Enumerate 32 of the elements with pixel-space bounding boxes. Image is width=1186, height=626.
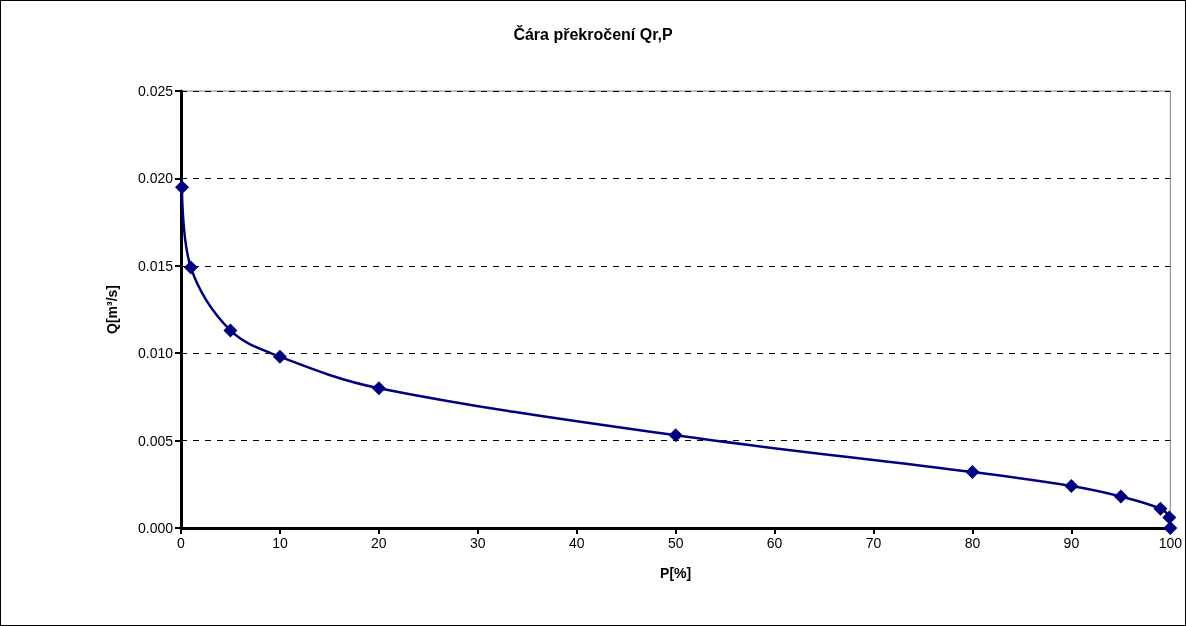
x-axis-title: P[%] [660,565,692,581]
y-tick-label: 0.005 [137,432,174,449]
point [371,381,386,396]
y-tick-label: 0.015 [137,257,174,274]
x-tick-label: 60 [766,535,783,551]
point [1064,479,1079,494]
x-tick-label: 80 [964,535,981,551]
y-tick-label: 0.000 [137,520,174,536]
x-tick-label: 20 [371,535,387,551]
x-tick-label: 0 [177,535,186,551]
point [183,260,198,275]
point [1163,521,1178,535]
y-tick-label: 0.020 [137,170,174,187]
point [272,349,287,364]
point [1162,510,1177,525]
y-axis-title: Q[m³/s] [104,285,120,334]
x-tick-label: 50 [667,535,684,551]
point [1153,501,1168,516]
x-tick-label: 30 [470,535,486,551]
point [668,428,683,443]
x-tick-label: 10 [272,535,288,551]
chart-title: Čára překročení Qr,P [513,24,673,43]
x-tick-label: 70 [865,535,882,551]
y-tick-label: 0.025 [137,83,174,99]
x-tick-label: 90 [1063,535,1080,551]
y-tick-label: 0.010 [137,345,174,362]
point [174,180,189,195]
point [223,323,238,338]
x-tick-label: 100 [1158,535,1183,551]
point [965,465,980,480]
point [1113,489,1128,504]
x-tick-label: 40 [568,535,585,551]
